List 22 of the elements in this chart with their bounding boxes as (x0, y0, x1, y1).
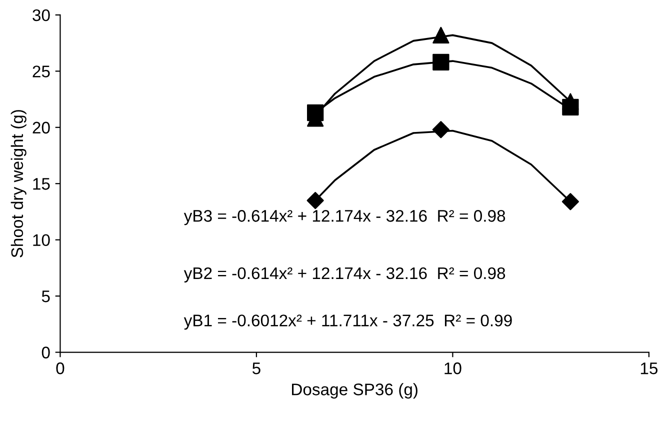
y-tick-label: 10 (33, 234, 50, 246)
point (432, 26, 450, 44)
y-tick-label: 30 (32, 9, 50, 22)
annotation: yB2 = -0.614x² + 12.174x - 32.16 R² = 0.98 (184, 267, 506, 282)
y-tick-label: 0 (42, 346, 50, 358)
point (432, 121, 450, 138)
annotation: yB1 = -0.6012x² + 11.711x - 37.25 R² = 0.99 (184, 314, 512, 330)
x-tick-label: 0 (56, 362, 64, 374)
point (562, 193, 579, 210)
point (562, 93, 579, 110)
y-axis-title: Shoot dry weight (g) (10, 110, 26, 258)
annotation: yB3 = -0.614x² + 12.174x - 32.16 R² = 0.98 (184, 210, 506, 226)
y-tick-label: 25 (32, 66, 50, 78)
y-tick-label: 5 (42, 290, 50, 302)
x-tick-label: 5 (252, 362, 260, 374)
point (432, 54, 450, 71)
y-tick-label: 15 (33, 178, 50, 190)
x-tick-label: 10 (444, 362, 462, 374)
x-axis-title: Dosage SP36 (g) (292, 383, 418, 399)
point (306, 192, 324, 210)
y-tick-label: 20 (32, 122, 50, 134)
x-tick-label: 15 (640, 362, 658, 374)
